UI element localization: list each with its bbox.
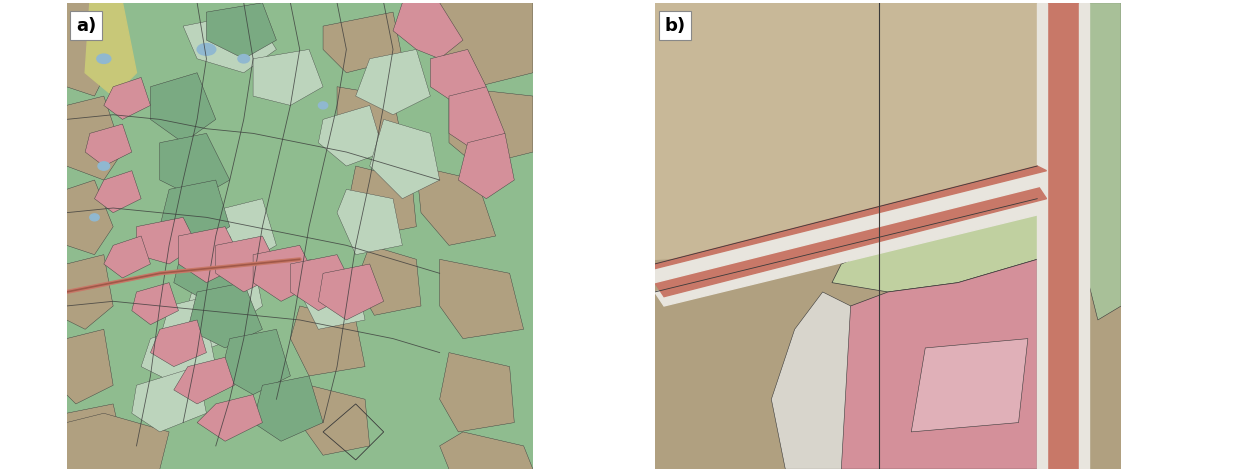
Polygon shape	[188, 259, 262, 329]
Polygon shape	[66, 96, 123, 180]
Polygon shape	[174, 357, 234, 404]
Polygon shape	[440, 353, 514, 432]
Polygon shape	[402, 3, 533, 87]
Polygon shape	[655, 199, 1046, 306]
Polygon shape	[337, 87, 402, 152]
Bar	[1037, 3, 1046, 469]
Polygon shape	[440, 432, 533, 469]
Polygon shape	[1051, 3, 1121, 273]
Polygon shape	[216, 236, 281, 292]
Polygon shape	[299, 259, 365, 329]
Polygon shape	[197, 199, 277, 264]
Polygon shape	[299, 385, 370, 455]
Polygon shape	[66, 3, 113, 96]
Polygon shape	[291, 306, 365, 376]
Polygon shape	[346, 166, 416, 236]
Polygon shape	[772, 292, 851, 469]
Text: a): a)	[76, 17, 96, 35]
Polygon shape	[66, 413, 169, 469]
Polygon shape	[174, 236, 244, 301]
Polygon shape	[253, 376, 323, 441]
Polygon shape	[440, 259, 524, 338]
Polygon shape	[150, 73, 216, 143]
Polygon shape	[85, 3, 137, 96]
Bar	[1079, 3, 1089, 469]
Polygon shape	[832, 180, 1046, 292]
Polygon shape	[655, 166, 1046, 269]
Polygon shape	[160, 292, 234, 353]
Polygon shape	[94, 171, 142, 213]
Ellipse shape	[96, 54, 110, 63]
Polygon shape	[449, 87, 533, 166]
Polygon shape	[655, 171, 1046, 283]
Polygon shape	[449, 87, 505, 152]
Polygon shape	[655, 185, 1046, 296]
Polygon shape	[188, 283, 262, 348]
Polygon shape	[253, 50, 323, 105]
Polygon shape	[66, 329, 113, 404]
Polygon shape	[221, 329, 291, 395]
Polygon shape	[393, 3, 462, 59]
Polygon shape	[430, 50, 486, 105]
Polygon shape	[253, 245, 318, 301]
Polygon shape	[207, 3, 277, 59]
Polygon shape	[318, 264, 383, 320]
Polygon shape	[197, 395, 262, 441]
Text: b): b)	[664, 17, 685, 35]
Polygon shape	[911, 338, 1027, 432]
Polygon shape	[655, 3, 1121, 259]
Ellipse shape	[197, 43, 216, 55]
Ellipse shape	[318, 102, 328, 109]
Polygon shape	[132, 283, 178, 325]
Polygon shape	[137, 217, 197, 264]
Polygon shape	[318, 105, 383, 166]
Polygon shape	[104, 236, 150, 278]
Ellipse shape	[90, 214, 99, 221]
Polygon shape	[142, 320, 216, 385]
Polygon shape	[85, 124, 132, 166]
Polygon shape	[356, 50, 430, 115]
Polygon shape	[160, 180, 229, 245]
Polygon shape	[416, 166, 496, 245]
Polygon shape	[150, 320, 207, 367]
Polygon shape	[291, 255, 356, 311]
Polygon shape	[459, 134, 514, 199]
Polygon shape	[1089, 3, 1121, 320]
Polygon shape	[160, 134, 229, 199]
Polygon shape	[823, 259, 1037, 469]
Polygon shape	[337, 189, 402, 255]
Polygon shape	[66, 255, 113, 329]
Polygon shape	[66, 404, 123, 460]
Ellipse shape	[238, 55, 249, 63]
Ellipse shape	[98, 162, 110, 170]
Polygon shape	[356, 245, 421, 315]
Polygon shape	[370, 119, 440, 199]
Polygon shape	[66, 180, 113, 255]
Polygon shape	[183, 12, 277, 73]
Polygon shape	[104, 77, 150, 119]
Polygon shape	[178, 227, 244, 283]
Polygon shape	[323, 12, 402, 73]
Bar	[1046, 3, 1079, 469]
Polygon shape	[132, 367, 207, 432]
